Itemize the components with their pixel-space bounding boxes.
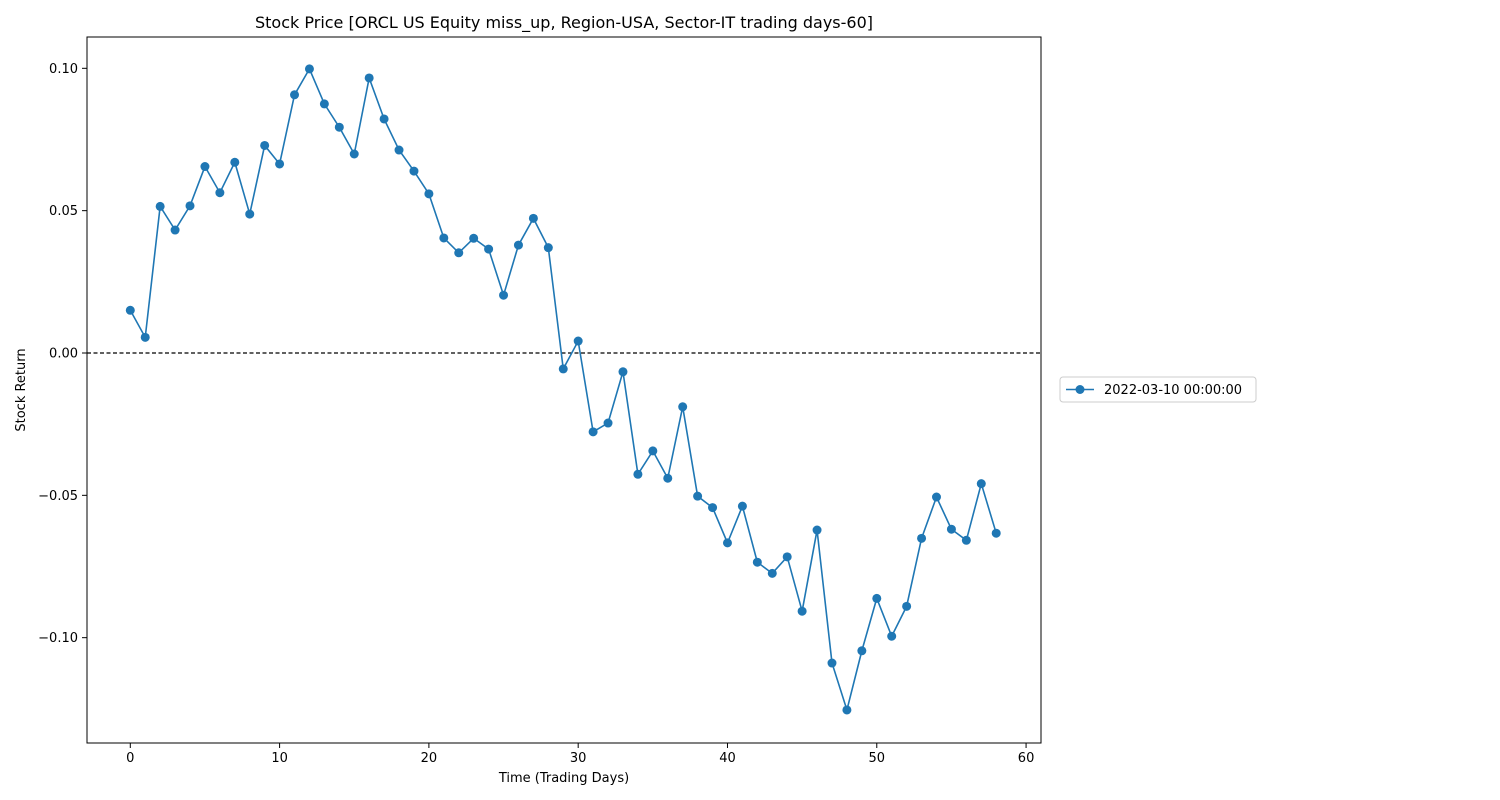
data-point (543, 243, 553, 253)
data-point (931, 492, 941, 502)
data-point (528, 213, 538, 223)
data-point (334, 122, 344, 132)
x-tick-label: 0 (126, 751, 134, 766)
data-point (842, 705, 852, 715)
data-point (648, 446, 658, 456)
data-point (513, 240, 523, 250)
data-point (812, 525, 822, 535)
data-point (693, 491, 703, 501)
data-point (454, 248, 464, 258)
data-point (603, 418, 613, 428)
data-point (767, 568, 777, 578)
x-tick-label: 10 (271, 751, 288, 766)
data-point (976, 479, 986, 489)
data-point (991, 528, 1001, 538)
data-point (857, 646, 867, 656)
data-point (245, 209, 255, 219)
x-tick-label: 30 (570, 751, 587, 766)
plot-area (87, 64, 1041, 715)
data-point (872, 593, 882, 603)
data-point (469, 233, 479, 243)
y-tick-label: 0.00 (49, 346, 78, 361)
data-point (737, 501, 747, 511)
data-point (170, 225, 180, 235)
data-point (722, 538, 732, 548)
data-point (125, 305, 135, 315)
data-point (618, 367, 628, 377)
data-point (588, 427, 598, 437)
data-point (797, 606, 807, 616)
data-point (319, 99, 329, 109)
data-point (364, 73, 374, 83)
data-point (752, 557, 762, 567)
data-point (275, 159, 285, 169)
data-point (558, 364, 568, 374)
data-point (663, 473, 673, 483)
y-tick-label: −0.10 (38, 631, 78, 646)
legend-box (1059, 376, 1257, 403)
data-point (155, 201, 165, 211)
data-point (573, 336, 583, 346)
data-point (394, 145, 404, 155)
data-point (260, 140, 270, 150)
x-axis-title: Time (Trading Days) (498, 771, 629, 786)
data-point (379, 114, 389, 124)
data-point (304, 64, 314, 74)
data-point (424, 189, 434, 199)
data-point (349, 149, 359, 159)
data-point (185, 201, 195, 211)
axes: 0 10 20 30 40 50 60 −0.10 −0.05 0.00 0.05 0.10 (38, 36, 1042, 766)
data-point (678, 402, 688, 412)
data-point (633, 469, 643, 479)
data-point (439, 233, 449, 243)
legend: 2022-03-10 00:00:00 (1059, 376, 1257, 403)
data-point (887, 631, 897, 641)
legend-marker-swatch (1075, 385, 1085, 394)
data-point (499, 290, 509, 300)
chart-title: Stock Price [ORCL US Equity miss_up, Reg… (255, 13, 873, 33)
data-point (230, 157, 240, 167)
x-tick-label: 20 (421, 751, 438, 766)
data-point (961, 535, 971, 545)
y-axis-title: Stock Return (14, 348, 29, 431)
data-point (140, 332, 150, 342)
data-point (827, 658, 837, 668)
data-point (409, 166, 419, 176)
y-tick-label: 0.05 (49, 204, 78, 219)
data-point (917, 533, 927, 543)
x-tick-label: 50 (869, 751, 886, 766)
data-point (215, 188, 225, 198)
legend-label: 2022-03-10 00:00:00 (1104, 383, 1242, 398)
data-point (708, 503, 718, 513)
plot-frame (86, 36, 1042, 744)
data-point (902, 601, 912, 611)
data-point (782, 552, 792, 562)
y-tick-label: 0.10 (49, 62, 78, 77)
data-point (200, 162, 210, 172)
y-tick-label: −0.05 (38, 489, 78, 504)
x-tick-label: 40 (719, 751, 736, 766)
data-point (290, 90, 300, 100)
x-tick-label: 60 (1018, 751, 1035, 766)
data-point (946, 524, 956, 534)
data-point (484, 244, 494, 254)
